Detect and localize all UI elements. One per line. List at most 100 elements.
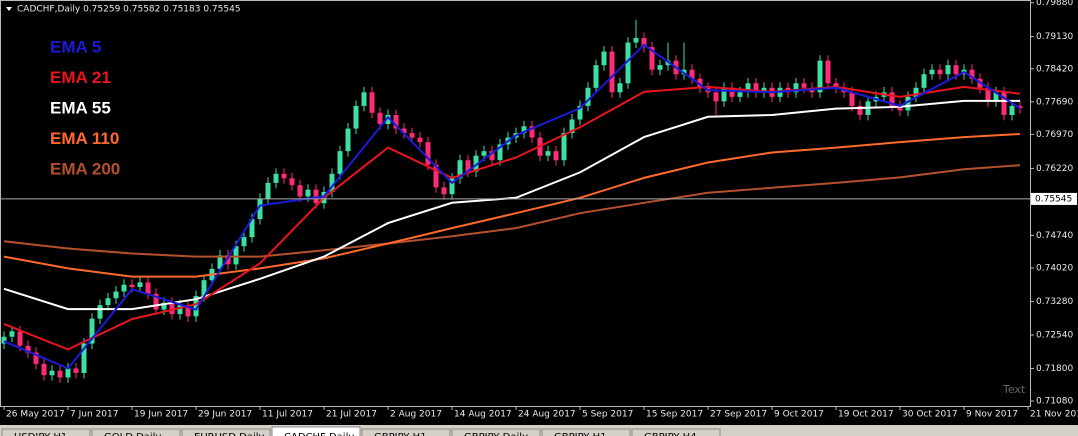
- candle-body: [193, 296, 199, 317]
- y-tick-label: 0.71800: [1036, 364, 1073, 374]
- candle-body: [497, 144, 503, 161]
- candle-body: [145, 282, 151, 294]
- tab[interactable]: EURUSD,Daily: [181, 428, 271, 436]
- tab[interactable]: CADCHF,Daily: [271, 426, 361, 436]
- tab[interactable]: GOLD,Daily: [91, 428, 181, 436]
- y-tick-label: 0.74740: [1036, 231, 1073, 241]
- candle-body: [721, 87, 727, 102]
- y-tick-label: 0.79130: [1036, 32, 1073, 42]
- candle-body: [257, 198, 263, 220]
- x-tick-label: 24 Aug 2017: [518, 410, 576, 420]
- candle-body: [313, 189, 319, 204]
- menu-arrow[interactable]: [6, 7, 12, 11]
- y-tick-label: 0.72540: [1036, 330, 1073, 340]
- candle-body: [1, 336, 7, 344]
- y-tick-label: 0.77690: [1036, 97, 1073, 107]
- candle-body: [969, 69, 975, 79]
- candle-body: [425, 142, 431, 165]
- candle-body: [49, 370, 55, 376]
- candle-body: [185, 305, 191, 317]
- candle-body: [817, 60, 823, 93]
- tab-box: [91, 428, 181, 436]
- candle-body: [857, 105, 863, 115]
- candle-body: [849, 92, 855, 106]
- candle-body: [233, 246, 239, 265]
- x-tick-label: 29 Jun 2017: [198, 410, 252, 420]
- candle-body: [569, 119, 575, 134]
- candle-body: [825, 60, 831, 84]
- x-tick-label: 9 Nov 2017: [966, 410, 1018, 420]
- candle-body: [649, 47, 655, 70]
- candle-body: [449, 178, 455, 195]
- tab-label: GBPJPY,Daily: [464, 432, 528, 436]
- candle-body: [369, 92, 375, 113]
- y-tick-label: 0.76970: [1036, 130, 1073, 140]
- candle-body: [657, 65, 663, 70]
- candle-body: [913, 87, 919, 97]
- candle-body: [217, 255, 223, 269]
- candle-body: [281, 173, 287, 179]
- candle-body: [241, 237, 247, 247]
- candle-body: [137, 282, 143, 287]
- tab[interactable]: GBPJPY,H4: [631, 428, 721, 436]
- x-tick-label: 7 Jun 2017: [70, 410, 118, 420]
- price-label: 0.75545: [1035, 194, 1072, 204]
- candle-body: [593, 65, 599, 88]
- candle-body: [385, 114, 391, 125]
- x-tick-label: 30 Oct 2017: [902, 410, 958, 420]
- candle-body: [393, 114, 399, 129]
- tab[interactable]: GBPJPY,Daily: [451, 428, 541, 436]
- candle-body: [25, 345, 31, 353]
- candle-body: [793, 83, 799, 93]
- candle-body: [489, 151, 495, 161]
- tab-label: EURUSD,Daily: [194, 432, 265, 436]
- x-tick-label: 19 Oct 2017: [838, 410, 894, 420]
- candle-body: [305, 189, 311, 197]
- legend-entry: EMA 55: [50, 98, 111, 117]
- tab-box: [361, 428, 451, 436]
- candle-body: [17, 331, 23, 346]
- candle-body: [465, 160, 471, 172]
- candle-body: [153, 293, 159, 310]
- x-tick-label: 9 Oct 2017: [774, 410, 824, 420]
- candle-body: [97, 305, 103, 319]
- candle-body: [985, 87, 991, 102]
- watermark: Text: [1002, 383, 1026, 396]
- candle-body: [905, 96, 911, 111]
- candle-body: [289, 178, 295, 186]
- candle-body: [633, 38, 639, 43]
- candle-body: [937, 69, 943, 75]
- candle-body: [761, 87, 767, 93]
- candle-body: [73, 368, 79, 373]
- y-tick-label: 0.79880: [1036, 0, 1073, 8]
- tab[interactable]: GBPJPY,H1: [541, 428, 631, 436]
- candle-body: [473, 155, 479, 172]
- candle-body: [729, 87, 735, 97]
- candle-body: [737, 92, 743, 97]
- candle-body: [345, 128, 351, 152]
- candle-body: [529, 126, 535, 138]
- legend-entry: EMA 200: [50, 159, 120, 178]
- candle-body: [129, 284, 135, 287]
- ema-line: [3, 133, 1021, 278]
- candle-body: [57, 370, 63, 378]
- tab[interactable]: GBPJPY,H1: [361, 428, 451, 436]
- candle-body: [953, 65, 959, 75]
- legend-entry: EMA 21: [50, 68, 111, 87]
- candle-body: [609, 51, 615, 93]
- candle-body: [833, 83, 839, 88]
- tab-box: [541, 428, 631, 436]
- candle-body: [377, 112, 383, 125]
- price-label-box: [1031, 192, 1077, 205]
- candle-body: [265, 182, 271, 199]
- tab[interactable]: USDJPY,H1: [1, 428, 91, 436]
- tab-label: CADCHF,Daily: [284, 432, 354, 436]
- candle-body: [121, 284, 127, 292]
- candle-body: [921, 74, 927, 88]
- tab-label: GOLD,Daily: [104, 432, 161, 436]
- candle-body: [65, 368, 71, 378]
- tab-label: GBPJPY,H4: [644, 432, 697, 436]
- x-tick-label: 21 Nov 2017: [1030, 410, 1078, 420]
